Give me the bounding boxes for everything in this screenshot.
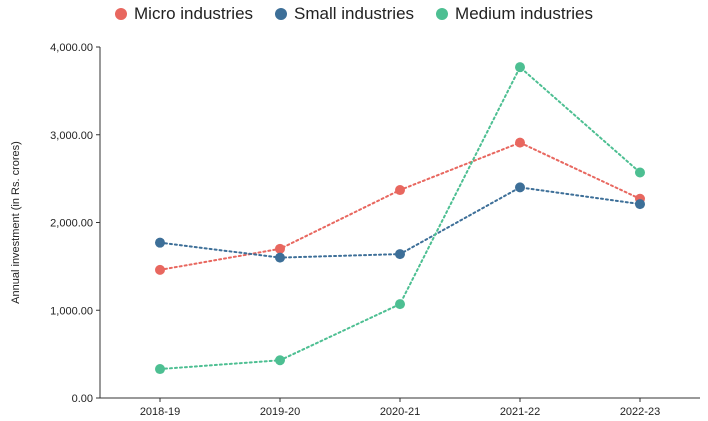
data-point-series-3 [635, 167, 645, 178]
data-point-series-2 [275, 252, 285, 263]
data-point-series-1 [155, 264, 165, 275]
data-point-series-2 [155, 237, 165, 248]
x-tick-label: 2018-19 [140, 406, 180, 418]
data-point-series-3 [155, 364, 165, 375]
y-axis-label: Annual investment (in Rs. crores) [10, 141, 22, 304]
legend-marker-icon [275, 8, 288, 20]
data-point-series-3 [515, 62, 525, 73]
data-point-series-2 [515, 182, 525, 193]
y-tick-label: 0.00 [72, 393, 93, 405]
data-point-series-3 [395, 299, 405, 310]
legend-item-micro[interactable]: Micro industries [115, 4, 253, 24]
data-point-series-1 [275, 243, 285, 254]
legend-marker-icon [436, 8, 449, 20]
legend-label: Medium industries [455, 4, 593, 23]
y-tick-label: 4,000.00 [50, 42, 93, 54]
y-tick-label: 2,000.00 [50, 218, 93, 230]
y-tick-label: 1,000.00 [50, 305, 93, 317]
x-tick-label: 2021-22 [500, 406, 540, 418]
y-tick-label: 3,000.00 [50, 130, 93, 142]
x-tick-label: 2019-20 [260, 406, 300, 418]
legend-item-medium[interactable]: Medium industries [436, 4, 593, 24]
legend-label: Small industries [294, 4, 415, 23]
series-line-3 [159, 65, 641, 371]
legend: Micro industries Small industries Medium… [0, 4, 708, 24]
data-point-series-1 [515, 137, 525, 148]
data-point-series-2 [635, 199, 645, 210]
x-tick-label: 2022-23 [620, 406, 660, 418]
legend-item-small[interactable]: Small industries [275, 4, 414, 24]
legend-label: Micro industries [134, 4, 254, 23]
x-tick-label: 2020-21 [380, 406, 420, 418]
data-point-series-2 [395, 249, 405, 260]
legend-marker-icon [115, 8, 127, 20]
data-point-series-3 [275, 355, 285, 366]
data-point-series-1 [395, 185, 405, 196]
series-line-2 [159, 186, 641, 259]
